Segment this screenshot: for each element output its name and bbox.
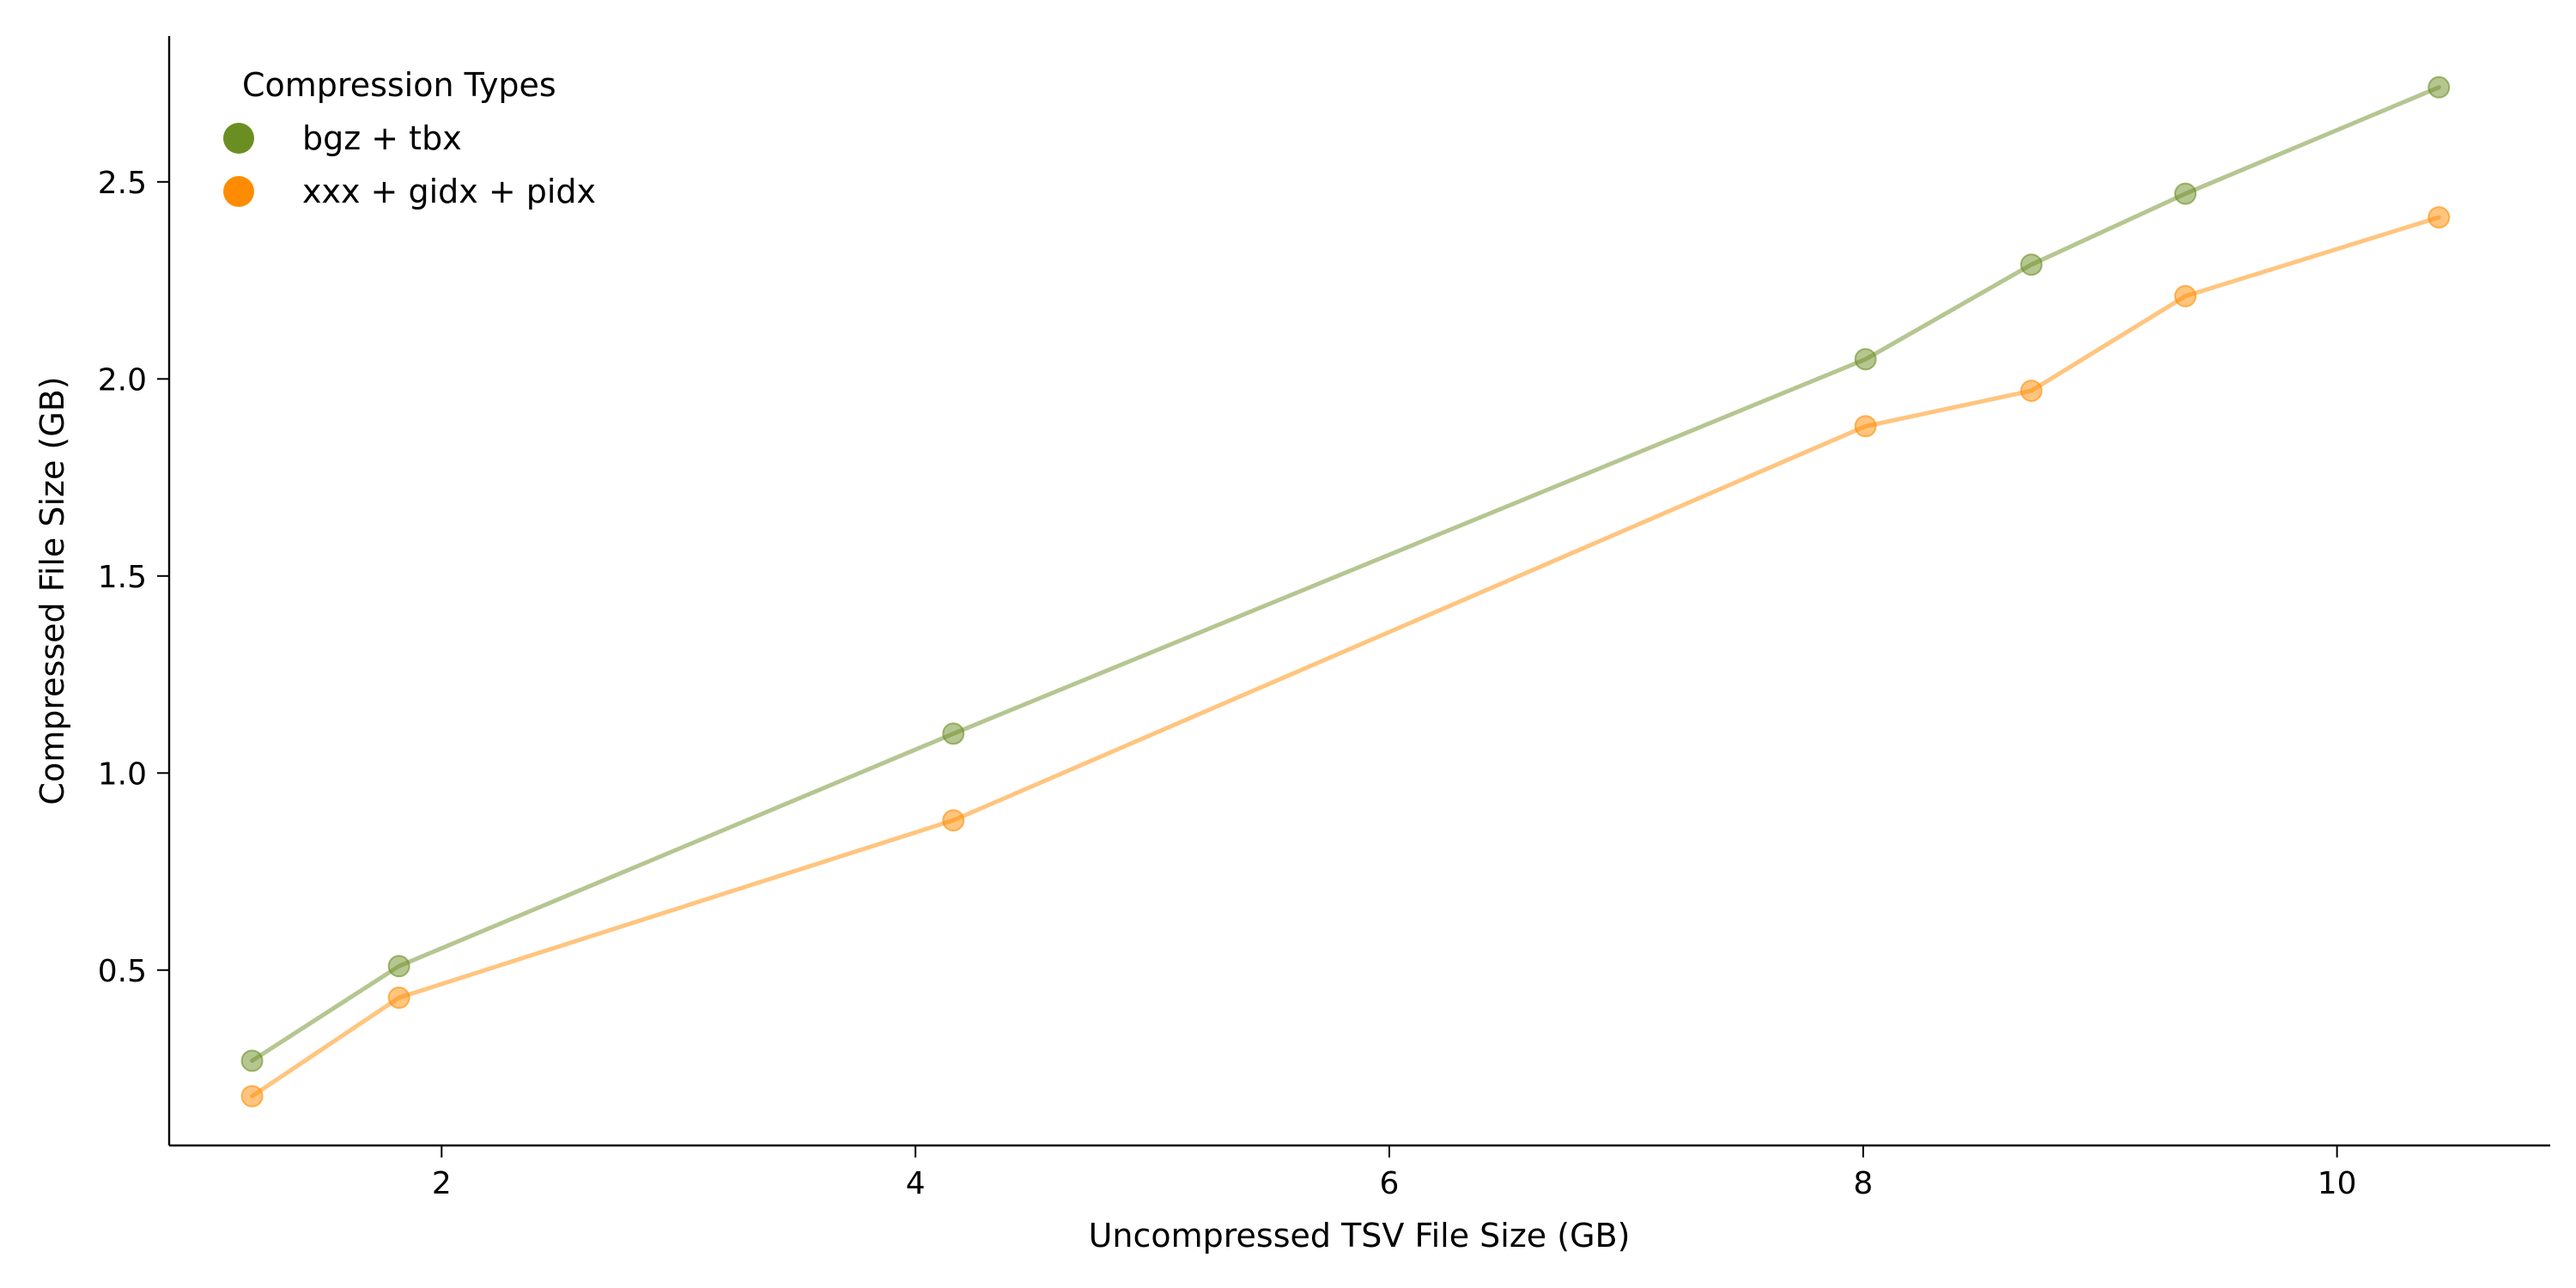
data-point-bgz-tbx (2020, 253, 2043, 276)
y-tick-label: 0.5 (98, 954, 147, 989)
x-tick-label: 8 (1853, 1166, 1873, 1201)
data-point-bgz-tbx (240, 1049, 264, 1072)
data-point-bgz-tbx (387, 955, 410, 978)
y-axis-label: Compressed File Size (GB) (33, 376, 71, 805)
data-point-xxx-gidx-pidx (2174, 284, 2197, 307)
data-point-xxx-gidx-pidx (2427, 206, 2451, 229)
x-tick-label: 4 (906, 1166, 926, 1201)
x-tick-label: 10 (2318, 1166, 2357, 1201)
legend-entry-bgz-tbx: bgz + tbx (223, 119, 462, 157)
data-point-xxx-gidx-pidx (942, 809, 965, 832)
y-tick-label: 1.5 (98, 560, 147, 595)
x-axis-label: Uncompressed TSV File Size (GB) (1089, 1217, 1631, 1255)
legend-marker-xxx-gidx-pidx (223, 176, 254, 207)
x-ticks: 2 4 6 8 10 (432, 1145, 2357, 1201)
series-xxx-gidx-pidx (240, 206, 2451, 1108)
legend-label-bgz-tbx: bgz + tbx (302, 119, 462, 157)
series-bgz-tbx (240, 76, 2451, 1072)
data-point-xxx-gidx-pidx (2020, 380, 2043, 403)
data-point-bgz-tbx (1854, 348, 1877, 371)
data-point-xxx-gidx-pidx (240, 1084, 264, 1108)
legend-label-xxx-gidx-pidx: xxx + gidx + pidx (302, 173, 596, 210)
series-layer (240, 76, 2451, 1108)
legend-marker-bgz-tbx (223, 123, 254, 154)
data-point-bgz-tbx (2174, 182, 2197, 205)
y-tick-label: 1.0 (98, 756, 147, 792)
y-ticks: 0.5 1.0 1.5 2.0 2.5 (98, 166, 169, 989)
data-point-xxx-gidx-pidx (1854, 415, 1877, 438)
x-tick-label: 2 (432, 1166, 452, 1201)
data-point-bgz-tbx (942, 722, 965, 745)
y-tick-label: 2.5 (98, 166, 147, 201)
data-point-xxx-gidx-pidx (387, 986, 410, 1009)
data-point-bgz-tbx (2427, 76, 2451, 99)
series-line-xxx-gidx-pidx (250, 215, 2441, 1099)
x-tick-label: 6 (1380, 1166, 1400, 1201)
legend-title: Compression Types (242, 66, 556, 104)
plot-area (240, 76, 2451, 1108)
y-tick-label: 2.0 (98, 362, 147, 398)
series-line-bgz-tbx (250, 85, 2441, 1063)
legend-entry-xxx-gidx-pidx: xxx + gidx + pidx (223, 173, 596, 210)
legend: Compression Types bgz + tbx xxx + gidx +… (223, 66, 596, 210)
